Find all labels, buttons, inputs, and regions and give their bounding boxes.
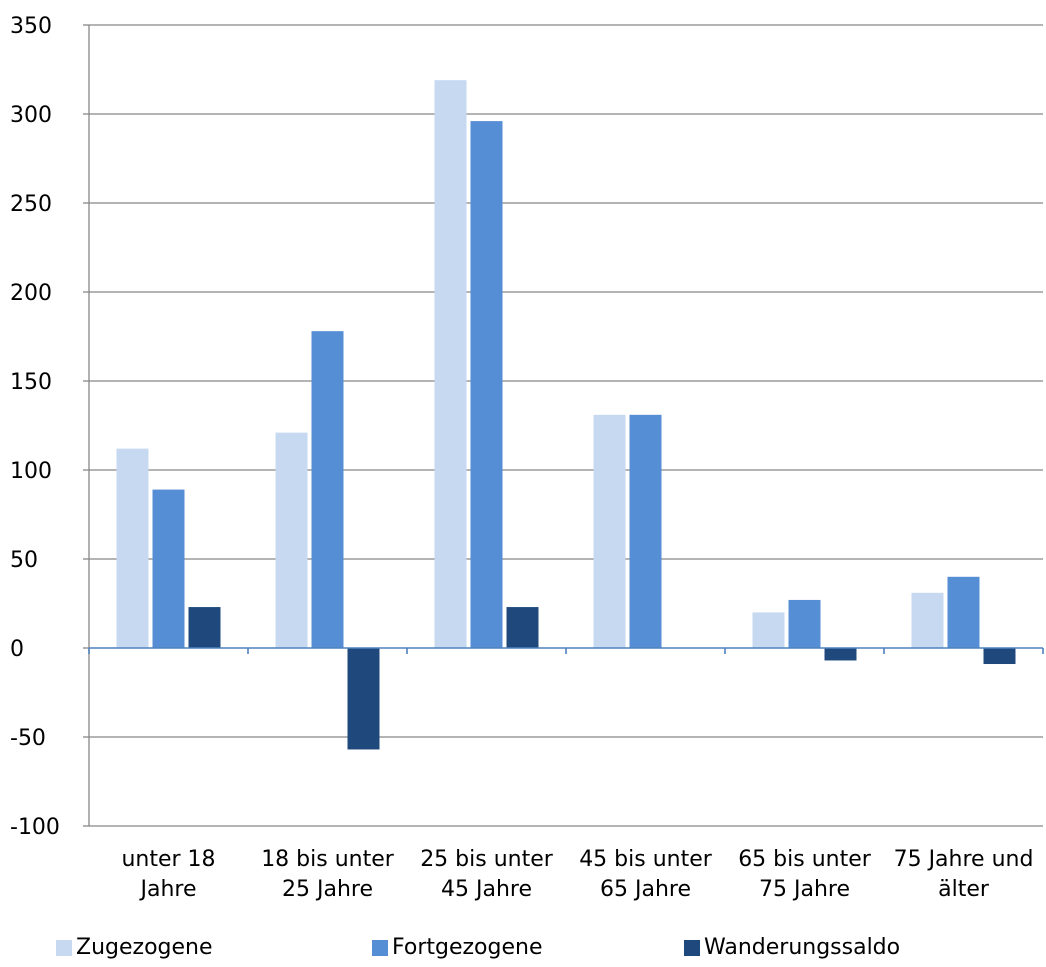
category-label: 75 Jahre [759,877,850,902]
y-tick-label: 350 [10,14,52,39]
category-label: 75 Jahre und [894,847,1034,872]
bar-zugezogene-2 [434,80,467,649]
bar-zugezogene-3 [593,414,626,648]
y-tick-label: 50 [10,548,38,573]
bars [116,80,1016,750]
category-label: 65 bis unter [738,847,872,872]
legend-swatch-fortgezogene [372,939,388,956]
category-label: 45 Jahre [441,877,532,902]
bar-fortgezogene-5 [947,576,980,648]
bar-zugezogene-4 [752,612,785,648]
y-tick-label: -100 [10,815,60,840]
x-axis-category-labels: unter 18 Jahre 18 bis unter 25 Jahre 25 bis … [121,847,1033,902]
legend-label-zugezogene: Zugezogene [76,935,213,960]
bar-wanderungssaldo-1 [347,648,380,750]
bar-zugezogene-1 [275,432,308,648]
legend-swatch-wanderungssaldo [684,939,700,956]
legend-label-fortgezogene: Fortgezogene [392,935,543,960]
legend-item-zugezogene: Zugezogene [56,935,213,960]
category-label: unter 18 [121,847,215,872]
bar-fortgezogene-3 [629,414,662,648]
category-label: 65 Jahre [600,877,691,902]
bar-fortgezogene-0 [152,489,185,648]
bar-chart: 350 300 250 200 150 100 50 0 -50 -100 unter 18 Jah… [10,14,1044,902]
y-tick-label: 200 [10,281,52,306]
bar-fortgezogene-1 [311,331,344,648]
y-tick-label: 0 [10,637,24,662]
bar-zugezogene-5 [911,592,944,648]
bar-wanderungssaldo-2 [506,607,539,648]
category-label: Jahre [138,877,196,902]
y-tick-label: 300 [10,103,52,128]
y-tick-label: 100 [10,459,52,484]
category-label: 25 bis unter [420,847,554,872]
category-label: älter [938,877,990,902]
legend-item-wanderungssaldo: Wanderungssaldo [684,935,900,960]
bar-zugezogene-0 [116,448,149,648]
category-label: 18 bis unter [261,847,395,872]
gridlines [89,24,1043,827]
y-tick-label: 250 [10,192,52,217]
legend-label-wanderungssaldo: Wanderungssaldo [704,935,901,960]
category-label: 25 Jahre [282,877,373,902]
bar-fortgezogene-2 [470,121,503,649]
legend-item-fortgezogene: Fortgezogene [372,935,543,960]
legend-swatch-zugezogene [56,939,72,956]
bar-wanderungssaldo-4 [824,648,857,661]
legend: Zugezogene Fortgezogene Wanderungssaldo [56,935,1046,967]
bar-wanderungssaldo-5 [983,648,1016,665]
y-tick-label: 150 [10,370,52,395]
axes [83,24,1044,827]
y-tick-label: -50 [10,726,46,751]
category-label: 45 bis unter [579,847,713,872]
bar-fortgezogene-4 [788,599,821,648]
bar-wanderungssaldo-0 [188,607,221,648]
y-axis-tick-labels: 350 300 250 200 150 100 50 0 -50 -100 [10,14,60,840]
